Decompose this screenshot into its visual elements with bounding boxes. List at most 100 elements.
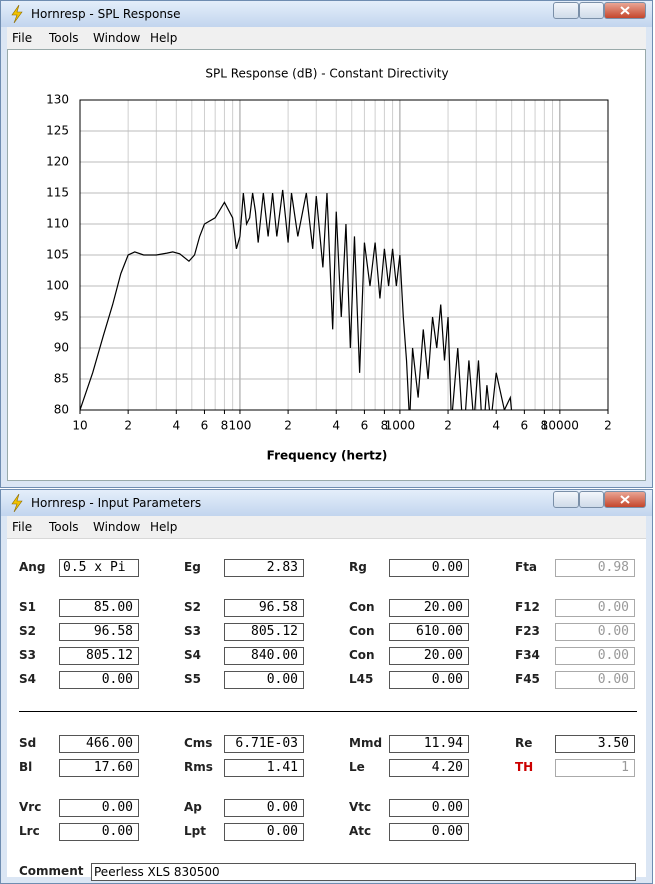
input-field[interactable]: 1	[555, 759, 635, 777]
menu-item[interactable]: Window	[93, 31, 141, 45]
input-field[interactable]: 85.00	[59, 599, 139, 617]
input-field[interactable]: 4.20	[389, 759, 469, 777]
menu-bar: File Tools Window Help	[7, 516, 646, 539]
field-label: Fta	[515, 560, 538, 574]
spl-window: Hornresp - SPL Response File Tools Window H…	[0, 0, 653, 488]
y-tick-label: 115	[46, 186, 69, 200]
input-field[interactable]: 96.58	[224, 599, 304, 617]
input-field[interactable]: 0.00	[389, 823, 469, 841]
close-icon	[620, 6, 630, 15]
input-field[interactable]: 0.00	[224, 671, 304, 689]
field-label: Bl	[19, 760, 33, 774]
x-tick-label: 2	[604, 419, 612, 433]
field-label: S5	[184, 672, 201, 686]
input-field[interactable]: 0.98	[555, 559, 635, 577]
minimize-button[interactable]	[553, 491, 579, 508]
field-label: S2	[184, 600, 201, 614]
comment-field[interactable]: Peerless XLS 830500	[91, 863, 636, 881]
input-field[interactable]: 805.12	[224, 623, 304, 641]
menu-item[interactable]: Tools	[49, 520, 79, 534]
input-field[interactable]: 0.00	[555, 671, 635, 689]
x-tick-label: 6	[361, 419, 369, 433]
field-label: S2	[19, 624, 36, 638]
menu-bar: File Tools Window Help	[7, 27, 646, 50]
close-button[interactable]	[604, 2, 646, 19]
input-field[interactable]: 0.00	[224, 799, 304, 817]
menu-item[interactable]: Help	[150, 520, 178, 534]
x-tick-label: 8	[221, 419, 229, 433]
y-tick-label: 90	[54, 341, 69, 355]
menu-item[interactable]: Help	[150, 31, 178, 45]
field-label: Le	[349, 760, 365, 774]
input-field[interactable]: 0.00	[555, 599, 635, 617]
field-label: L45	[349, 672, 374, 686]
close-button[interactable]	[604, 491, 646, 508]
input-field[interactable]: 20.00	[389, 599, 469, 617]
comment-label: Comment	[19, 864, 84, 878]
menu-item[interactable]: File	[12, 31, 33, 45]
plot-frame	[79, 99, 609, 411]
input-field[interactable]: 466.00	[59, 735, 139, 753]
window-title: Hornresp - Input Parameters	[31, 496, 202, 510]
field-label: Con	[349, 600, 375, 614]
field-label: S4	[184, 648, 201, 662]
y-tick-label: 120	[46, 155, 69, 169]
input-window: Hornresp - Input Parameters File Tools Win…	[0, 489, 653, 884]
minimize-button[interactable]	[553, 2, 579, 19]
maximize-button[interactable]	[579, 491, 604, 508]
input-field[interactable]: 17.60	[59, 759, 139, 777]
field-label: Sd	[19, 736, 37, 750]
field-label: Re	[515, 736, 533, 750]
field-label: Vrc	[19, 800, 42, 814]
app-icon	[11, 494, 23, 512]
input-field[interactable]: 0.00	[389, 799, 469, 817]
x-tick-label: 2	[124, 419, 132, 433]
field-label: Ang	[19, 560, 46, 574]
input-field[interactable]: 0.00	[555, 623, 635, 641]
maximize-button[interactable]	[579, 2, 604, 19]
input-field[interactable]: 0.00	[555, 647, 635, 665]
y-tick-label: 95	[54, 310, 69, 324]
menu-item[interactable]: File	[12, 520, 33, 534]
separator	[19, 711, 637, 712]
input-field[interactable]: 6.71E-03	[224, 735, 304, 753]
input-field[interactable]: 1.41	[224, 759, 304, 777]
input-field[interactable]: 96.58	[59, 623, 139, 641]
input-field[interactable]: 0.00	[389, 559, 469, 577]
input-field[interactable]: 0.00	[224, 823, 304, 841]
menu-item[interactable]: Tools	[49, 31, 79, 45]
input-field[interactable]: 840.00	[224, 647, 304, 665]
input-field[interactable]: 0.00	[389, 671, 469, 689]
x-tick-label: 10000	[541, 419, 579, 433]
y-tick-label: 105	[46, 248, 69, 262]
x-tick-label: 10	[72, 419, 87, 433]
menu-item[interactable]: Window	[93, 520, 141, 534]
field-label: Con	[349, 648, 375, 662]
input-field[interactable]: 610.00	[389, 623, 469, 641]
y-tick-label: 110	[46, 217, 69, 231]
field-label: Rms	[184, 760, 213, 774]
x-tick-label: 8	[541, 419, 549, 433]
spl-line	[80, 189, 513, 410]
form-panel: Ang 0.5 x Pi Eg 2.83 Rg 0.00 Fta 0.98 S1 85.00 S2 9…	[7, 539, 646, 881]
input-field[interactable]: 0.00	[59, 671, 139, 689]
x-tick-label: 6	[521, 419, 529, 433]
input-field[interactable]: 2.83	[224, 559, 304, 577]
y-tick-label: 85	[54, 372, 69, 386]
field-label: TH	[515, 760, 534, 774]
input-field[interactable]: 805.12	[59, 647, 139, 665]
field-label: F23	[515, 624, 540, 638]
input-field[interactable]: 0.5 x Pi	[59, 559, 139, 577]
field-label: Eg	[184, 560, 201, 574]
x-tick-label: 6	[201, 419, 209, 433]
input-field[interactable]: 11.94	[389, 735, 469, 753]
input-field[interactable]: 20.00	[389, 647, 469, 665]
input-field[interactable]: 3.50	[555, 735, 635, 753]
field-label: Ap	[184, 800, 202, 814]
field-label: Cms	[184, 736, 213, 750]
field-label: S4	[19, 672, 36, 686]
field-label: Con	[349, 624, 375, 638]
app-icon	[11, 5, 23, 23]
input-field[interactable]: 0.00	[59, 823, 139, 841]
input-field[interactable]: 0.00	[59, 799, 139, 817]
